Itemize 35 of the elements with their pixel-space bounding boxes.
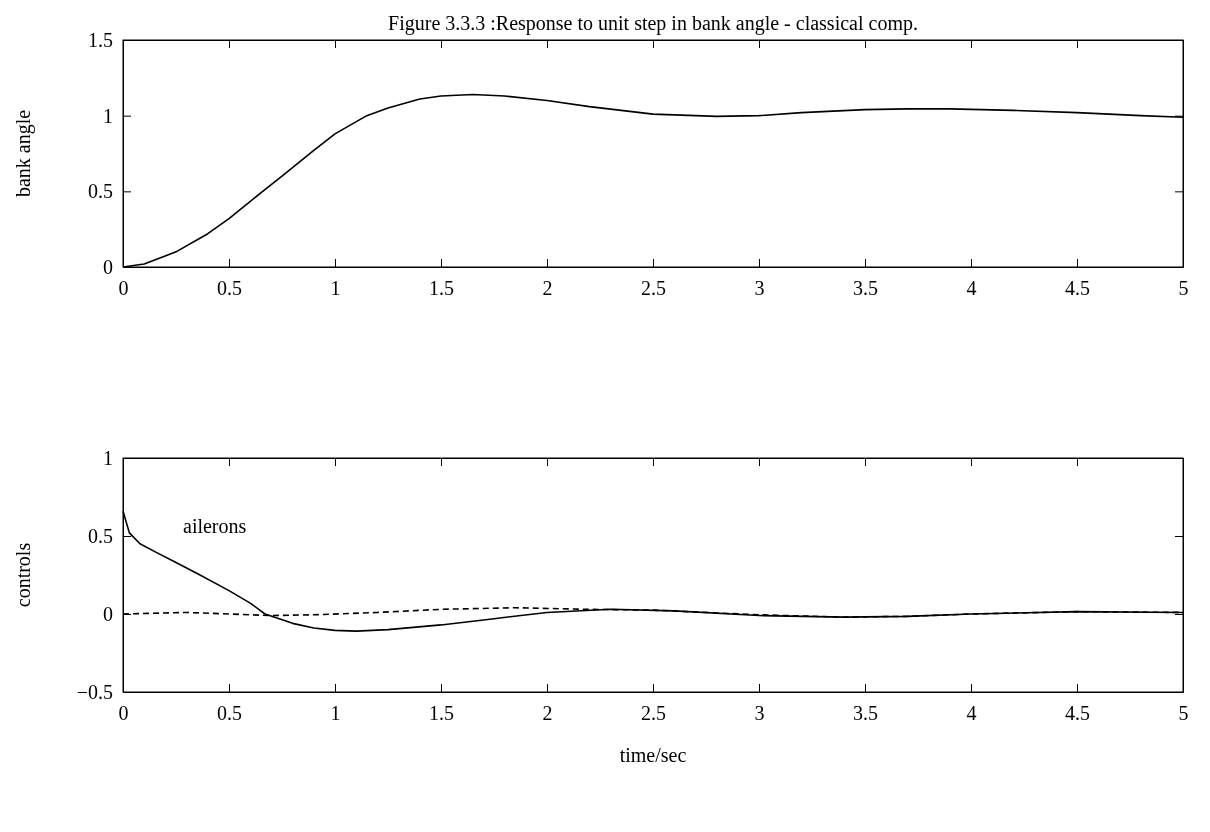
x-tick-label: 3.5 [853, 277, 878, 300]
x-tick-label: 4 [966, 702, 977, 725]
x-tick-label: 3 [754, 702, 765, 725]
x-tick-label: 0.5 [217, 702, 242, 725]
y-tick-label: 0.5 [88, 180, 113, 203]
x-tick-label: 2 [542, 702, 553, 725]
x-tick-label: 2.5 [641, 702, 666, 725]
y-tick-label: 0 [103, 255, 113, 278]
x-tick-label: 3.5 [853, 702, 878, 725]
y-axis-title: controls [12, 542, 34, 608]
y-tick-label: 1 [103, 446, 113, 469]
series-label: ailerons [183, 515, 247, 538]
x-tick-label: 5 [1178, 702, 1189, 725]
x-tick-label: 2 [542, 277, 553, 300]
x-tick-label: 4.5 [1065, 277, 1090, 300]
x-tick-label: 4 [966, 277, 977, 300]
chart-title: Figure 3.3.3 :Response to unit step in bank angle - classical comp. [388, 12, 918, 35]
x-tick-label: 0 [118, 702, 129, 725]
x-tick-label: 3 [754, 277, 765, 300]
x-axis-title: time/sec [619, 744, 687, 766]
x-tick-label: 1.5 [429, 702, 454, 725]
y-tick-label: 1.5 [88, 28, 113, 51]
x-tick-label: 1 [330, 277, 341, 300]
x-tick-label: 5 [1178, 277, 1189, 300]
x-tick-label: 0.5 [217, 277, 242, 300]
y-axis-title: bank angle [12, 109, 35, 198]
x-tick-label: 2.5 [641, 277, 666, 300]
y-tick-label: 0.5 [88, 524, 113, 547]
x-tick-label: 1.5 [429, 277, 454, 300]
y-tick-label: 1 [103, 104, 113, 127]
x-tick-label: 0 [118, 277, 129, 300]
y-tick-label: −0.5 [76, 680, 113, 703]
x-tick-label: 4.5 [1065, 702, 1090, 725]
y-tick-label: 0 [103, 602, 113, 625]
x-tick-label: 1 [330, 702, 341, 725]
